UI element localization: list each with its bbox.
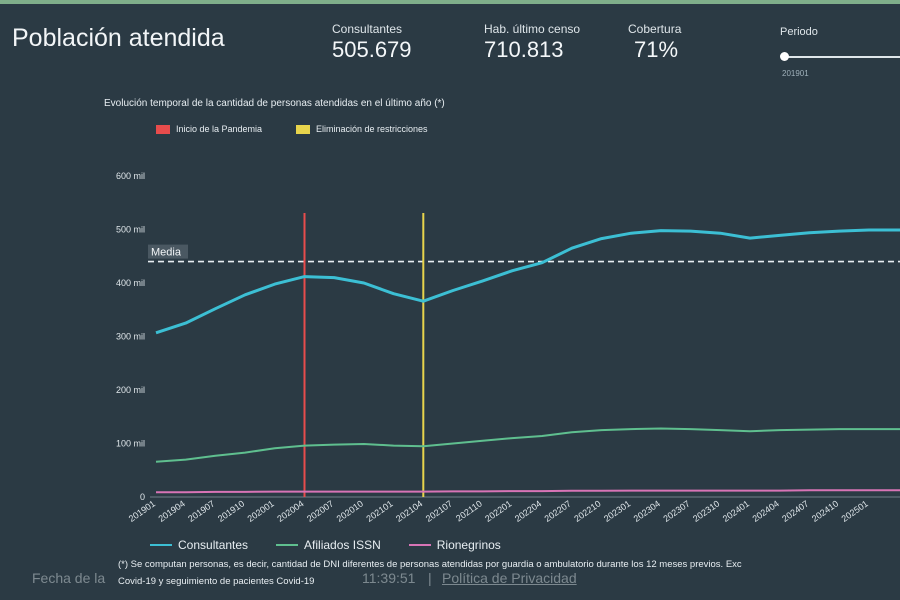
- y-tick-label: 400 mil: [116, 278, 145, 288]
- y-tick-label: 200 mil: [116, 385, 145, 395]
- x-tick-label: 202401: [721, 498, 751, 523]
- x-tick-label: 201904: [156, 498, 186, 523]
- x-tick-label: 202104: [394, 498, 424, 523]
- page-title: Población atendida: [12, 24, 225, 52]
- kpi-label: Hab. último censo: [484, 22, 581, 36]
- x-tick-label: 202101: [364, 498, 394, 523]
- periodo-slider-track[interactable]: [784, 56, 900, 58]
- mean-label: Media: [151, 247, 182, 259]
- kpi-value: 505.679: [332, 37, 412, 62]
- kpi-cobertura: Cobertura 71%: [628, 22, 681, 63]
- x-tick-label: 202007: [305, 498, 335, 523]
- footer-date-label: Fecha de la: [32, 570, 106, 586]
- y-tick-label: 0: [140, 492, 145, 502]
- x-tick-label: 202107: [424, 498, 454, 523]
- legend-line-swatch: [276, 544, 299, 546]
- event-legend-label: Inicio de la Pandemia: [176, 124, 263, 134]
- x-tick-label: 202410: [810, 498, 840, 523]
- legend-label: Consultantes: [178, 538, 249, 552]
- kpi-value: 71%: [634, 37, 679, 62]
- chart-title: Evolución temporal de la cantidad de per…: [104, 98, 445, 109]
- legend-item-afiliados[interactable]: Afiliados ISSN: [276, 538, 381, 552]
- privacy-policy-link[interactable]: Política de Privacidad: [442, 570, 577, 586]
- periodo-slider-handle[interactable]: [780, 52, 789, 61]
- red-swatch: [156, 124, 170, 134]
- legend-line-swatch: [150, 544, 172, 546]
- event-legend-pandemia: Inicio de la Pandemia: [156, 124, 262, 134]
- kpi-label: Consultantes: [332, 22, 403, 36]
- event-legend-label: Eliminación de restricciones: [316, 124, 428, 134]
- legend-label: Afiliados ISSN: [304, 538, 381, 552]
- y-tick-label: 100 mil: [116, 439, 145, 449]
- footer: Fecha de la 11:39:51 | Política de Priva…: [32, 570, 577, 586]
- legend-label: Rionegrinos: [436, 538, 501, 552]
- x-tick-label: 202010: [335, 498, 365, 523]
- x-tick-label: 201910: [216, 498, 246, 523]
- footnote: (*) Se computan personas, es decir, cant…: [118, 559, 742, 570]
- x-tick-label: 202310: [691, 498, 721, 523]
- x-tick-label: 202207: [543, 498, 573, 523]
- yellow-swatch: [296, 124, 310, 134]
- x-tick-label: 202201: [483, 498, 513, 523]
- x-tick-label: 202301: [602, 498, 632, 523]
- y-tick-label: 600 mil: [116, 171, 145, 181]
- periodo-start-label: 201901: [782, 69, 809, 78]
- footer-separator: |: [428, 570, 432, 586]
- footer-time: 11:39:51: [362, 570, 416, 586]
- kpi-label: Cobertura: [628, 22, 682, 36]
- x-tick-label: 202404: [750, 498, 780, 523]
- mean-label-bg: [148, 244, 188, 259]
- x-tick-label: 202004: [275, 498, 305, 523]
- x-tick-label: 201901: [127, 498, 157, 523]
- legend-item-rionegrinos[interactable]: Rionegrinos: [408, 538, 501, 552]
- x-tick-label: 201907: [186, 498, 216, 523]
- legend-line-swatch: [408, 544, 431, 546]
- kpi-value: 710.813: [484, 37, 564, 62]
- top-accent-bar: [0, 0, 900, 4]
- x-tick-label: 202304: [632, 498, 662, 523]
- legend-item-consultantes[interactable]: Consultantes: [150, 538, 248, 552]
- y-tick-label: 300 mil: [116, 332, 145, 342]
- x-tick-label: 202307: [661, 498, 691, 523]
- chart-legend: Consultantes Afiliados ISSN Rionegrinos: [150, 538, 501, 552]
- kpi-habitantes: Hab. último censo 710.813: [484, 22, 580, 63]
- x-tick-label: 202110: [454, 498, 484, 523]
- x-tick-label: 202407: [780, 498, 810, 523]
- kpi-consultantes: Consultantes 505.679: [332, 22, 412, 63]
- consultantes-line: [155, 228, 900, 335]
- x-tick-label: 202204: [513, 498, 543, 523]
- afiliados-line: [155, 427, 900, 463]
- x-tick-label: 202501: [840, 498, 870, 523]
- y-tick-label: 500 mil: [116, 225, 145, 235]
- footnote-continuation: Covid-19 y seguimiento de pacientes Covi…: [118, 576, 315, 587]
- event-legend-restricciones: Eliminación de restricciones: [296, 124, 428, 134]
- x-tick-label: 202001: [246, 498, 276, 523]
- x-tick-label: 202210: [572, 498, 602, 523]
- rionegrinos-line: [156, 489, 900, 494]
- periodo-label: Periodo: [780, 26, 818, 38]
